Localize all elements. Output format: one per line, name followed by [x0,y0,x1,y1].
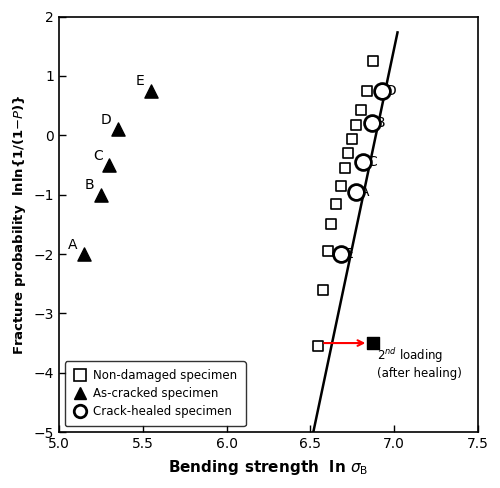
Text: A: A [68,238,78,252]
Point [328,221,336,228]
Text: B: B [375,117,385,130]
Point [106,161,114,169]
Point [336,182,344,190]
Point [369,339,377,347]
Point [348,136,356,143]
Point [362,87,370,95]
Text: C: C [367,155,376,169]
Point [314,342,322,350]
Text: B: B [84,178,94,192]
Text: D: D [100,113,111,127]
X-axis label: Bending strength  ln $\sigma_{\mathrm{B}}$: Bending strength ln $\sigma_{\mathrm{B}}… [168,458,368,477]
Point [340,164,348,172]
Point [324,247,332,255]
Point [147,87,155,95]
Point [319,286,327,294]
Point [378,87,386,95]
Point [352,121,360,128]
Text: C: C [93,149,102,163]
Text: A: A [360,184,370,199]
Text: E: E [136,75,144,88]
Point [97,191,105,199]
Text: E: E [345,247,354,261]
Point [356,106,364,114]
Point [80,250,88,258]
Point [359,158,367,166]
Point [332,200,340,207]
Point [114,125,122,133]
Point [368,120,376,127]
Text: $2^{nd}$ loading
(after healing): $2^{nd}$ loading (after healing) [378,346,462,380]
Legend: Non-damaged specimen, As-cracked specimen, Crack-healed specimen: Non-damaged specimen, As-cracked specime… [65,361,246,426]
Point [352,188,360,196]
Point [344,149,352,157]
Y-axis label: Fracture probability  lnln{1/(1$-$$P$)}: Fracture probability lnln{1/(1$-$$P$)} [11,94,28,355]
Point [338,250,345,258]
Point [369,57,377,65]
Text: D: D [386,84,396,98]
